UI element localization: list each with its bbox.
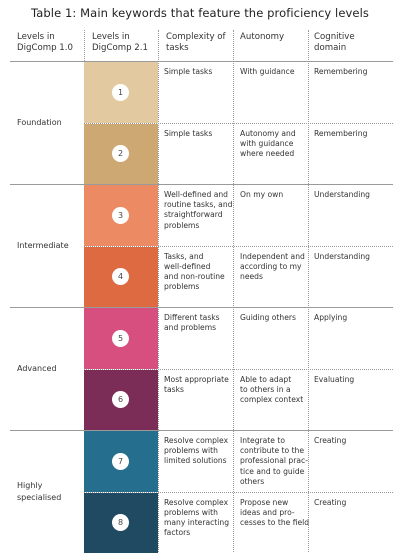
- level-color-swatch: 1: [84, 62, 158, 123]
- level-number-badge: 6: [112, 391, 129, 408]
- level-color-swatch: 2: [84, 124, 158, 185]
- complexity-cell: Well-defined and routine tasks, and stra…: [164, 190, 232, 231]
- autonomy-cell: Integrate to contribute to the professio…: [240, 436, 308, 487]
- autonomy-cell: Autonomy and with guidance where needed: [240, 129, 296, 160]
- header-cognitive-domain: Cognitive domain: [314, 32, 355, 54]
- row-divider: [10, 307, 393, 308]
- digcomp-1-0-level-label: Highly specialised: [17, 480, 61, 504]
- cognitive-domain-cell: Understanding: [314, 190, 370, 200]
- complexity-cell: Simple tasks: [164, 67, 212, 77]
- level-color-swatch: 7: [84, 431, 158, 492]
- level-number-badge: 3: [112, 207, 129, 224]
- cognitive-domain-cell: Creating: [314, 498, 346, 508]
- cognitive-domain-cell: Applying: [314, 313, 347, 323]
- level-number-badge: 8: [112, 514, 129, 531]
- complexity-cell: Resolve complex problems with limited so…: [164, 436, 228, 467]
- digcomp-1-0-level-label: Intermediate: [17, 240, 69, 252]
- table-title: Table 1: Main keywords that feature the …: [0, 6, 400, 20]
- row-divider: [84, 123, 393, 124]
- complexity-cell: Different tasks and problems: [164, 313, 220, 333]
- complexity-cell: Simple tasks: [164, 129, 212, 139]
- autonomy-cell: With guidance: [240, 67, 295, 77]
- autonomy-cell: Guiding others: [240, 313, 296, 323]
- level-number-badge: 2: [112, 145, 129, 162]
- complexity-cell: Most appropriate tasks: [164, 375, 229, 395]
- row-divider: [84, 369, 393, 370]
- column-divider: [308, 30, 309, 552]
- level-color-swatch: 5: [84, 308, 158, 369]
- level-number-badge: 5: [112, 330, 129, 347]
- level-color-swatch: 8: [84, 493, 158, 553]
- column-divider: [158, 30, 159, 552]
- level-color-swatch: 3: [84, 185, 158, 246]
- complexity-cell: Tasks, and well-defined and non-routine …: [164, 252, 225, 293]
- cognitive-domain-cell: Understanding: [314, 252, 370, 262]
- row-divider: [84, 246, 393, 247]
- header-rule: [10, 61, 393, 62]
- header-levels-digcomp-2-1: Levels in DigComp 2.1: [92, 32, 148, 54]
- row-divider: [84, 492, 393, 493]
- row-divider: [10, 184, 393, 185]
- header-complexity: Complexity of tasks: [166, 32, 226, 54]
- header-levels-digcomp-1-0: Levels in DigComp 1.0: [17, 32, 73, 54]
- row-divider: [10, 430, 393, 431]
- cognitive-domain-cell: Evaluating: [314, 375, 354, 385]
- level-number-badge: 4: [112, 268, 129, 285]
- cognitive-domain-cell: Remembering: [314, 67, 367, 77]
- column-divider: [84, 30, 85, 61]
- cognitive-domain-cell: Remembering: [314, 129, 367, 139]
- column-divider: [233, 30, 234, 552]
- autonomy-cell: On my own: [240, 190, 283, 200]
- digcomp-1-0-level-label: Foundation: [17, 117, 62, 129]
- level-number-badge: 1: [112, 84, 129, 101]
- autonomy-cell: Propose new ideas and pro- cesses to the…: [240, 498, 309, 529]
- digcomp-1-0-level-label: Advanced: [17, 363, 57, 375]
- autonomy-cell: Able to adapt to others in a complex con…: [240, 375, 303, 406]
- autonomy-cell: Independent and according to my needs: [240, 252, 305, 283]
- cognitive-domain-cell: Creating: [314, 436, 346, 446]
- level-number-badge: 7: [112, 453, 129, 470]
- complexity-cell: Resolve complex problems with many inter…: [164, 498, 229, 539]
- level-color-swatch: 6: [84, 370, 158, 431]
- level-color-swatch: 4: [84, 247, 158, 308]
- header-autonomy: Autonomy: [240, 32, 284, 43]
